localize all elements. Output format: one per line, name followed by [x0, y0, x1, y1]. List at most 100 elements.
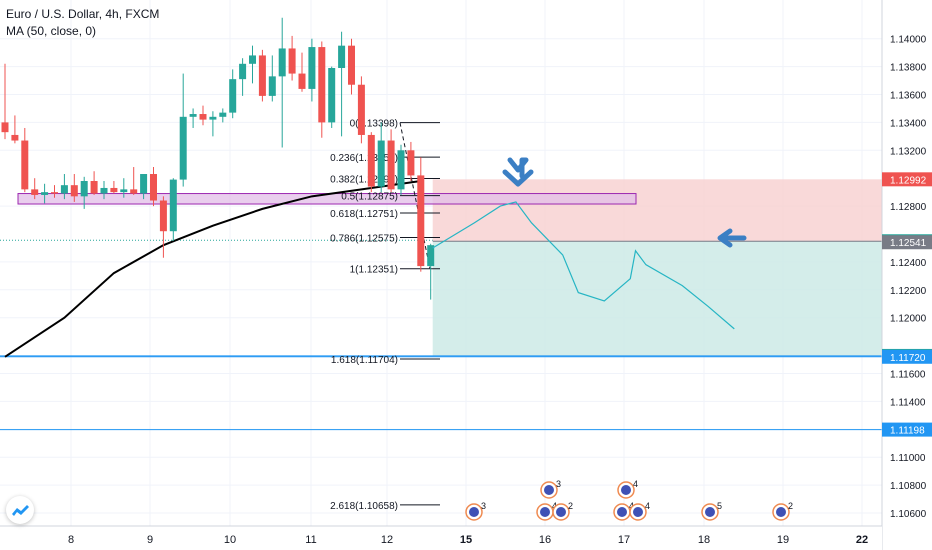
candle-body-2	[21, 140, 29, 190]
candle-body-5	[51, 192, 58, 194]
ma-line	[4, 180, 421, 358]
candle-body-0	[1, 122, 9, 133]
candles	[1, 17, 435, 300]
candle-body-18	[179, 116, 187, 180]
y-tick-label-12: 1.11000	[890, 453, 926, 464]
event-flag-icon-4-0	[776, 507, 786, 517]
fib-label-7: 1.618(1.11704)	[331, 355, 398, 366]
candle-body-15	[150, 174, 157, 201]
time-axis: 8 9 10 11 12 15 16 17 18 19 22	[0, 525, 882, 550]
fib-label-3: 0.5(1.12875)	[341, 192, 398, 203]
y-tick-label-8: 1.12000	[890, 314, 927, 325]
event-flag-icon-1-2	[556, 507, 566, 517]
tradingview-logo[interactable]	[6, 496, 34, 524]
candle-body-40	[397, 150, 405, 190]
take-profit-zone	[432, 241, 882, 356]
candle-body-43	[427, 245, 435, 267]
x-tick-label-1: 9	[147, 534, 153, 546]
event-count-2-2: 4	[645, 501, 650, 511]
x-tick-label-0: 8	[68, 534, 74, 546]
projection-path	[432, 201, 735, 330]
candle-body-26	[258, 55, 266, 96]
fib-label-5: 0.786(1.12575)	[330, 233, 398, 244]
event-count-0-0: 3	[481, 501, 486, 511]
chart-header: Euro / U.S. Dollar, 4h, FXCM MA (50, clo…	[6, 6, 159, 40]
fib-label-1: 0.236(1.13151)	[330, 153, 398, 164]
event-count-1-0: 3	[556, 479, 561, 489]
y-tick-label-4: 1.13200	[890, 146, 927, 157]
price-label-bg-4	[882, 349, 932, 364]
candle-body-41	[407, 150, 415, 176]
indicator-legend[interactable]: MA (50, close, 0)	[6, 24, 97, 38]
event-flag-icon-1-0	[544, 485, 554, 495]
y-tick-label-2: 1.13600	[890, 90, 927, 101]
candle-body-23	[229, 79, 237, 113]
x-tick-label-4: 12	[381, 534, 393, 546]
event-flag-icon-2-2	[633, 507, 643, 517]
event-count-2-1: 4	[629, 501, 634, 511]
symbol-title[interactable]: Euro / U.S. Dollar, 4h, FXCM	[6, 7, 160, 21]
y-tick-label-5: 1.12800	[890, 202, 927, 213]
y-tick-label-10: 1.11400	[890, 397, 926, 408]
candle-body-6	[60, 185, 68, 194]
price-label-0: 1.12992	[890, 175, 927, 186]
x-tick-label-3: 11	[305, 534, 316, 546]
y-tick-label-13: 1.10800	[890, 481, 927, 492]
x-tick-label-6: 16	[539, 534, 551, 546]
y-tick-label-9: 1.11600	[890, 370, 926, 381]
price-label-4: 1.11720	[890, 353, 926, 364]
price-label-2: 1.12541	[890, 238, 927, 249]
candle-body-27	[268, 76, 276, 96]
stop-loss-zone	[432, 179, 882, 242]
x-tick-label-9: 19	[777, 534, 789, 546]
fib-label-4: 0.618(1.12751)	[330, 209, 398, 220]
x-tick-label-2: 10	[224, 534, 236, 546]
y-tick-label-7: 1.12200	[890, 286, 927, 297]
fib-label-0: 0(1.13398)	[350, 119, 398, 130]
event-flag-icon-1-1	[540, 507, 550, 517]
candle-body-31	[308, 47, 316, 89]
candle-body-32	[318, 47, 326, 123]
fib-label-2: 0.382(1.12998)	[330, 174, 398, 185]
x-tick-label-8: 18	[698, 534, 710, 546]
x-tick-label-7: 17	[618, 534, 630, 546]
tradingview-logo-icon	[12, 505, 29, 516]
candle-body-29	[288, 48, 296, 74]
candle-body-25	[249, 55, 256, 64]
candle-body-30	[298, 73, 306, 89]
y-tick-label-3: 1.13400	[890, 118, 927, 129]
price-axis-bg	[882, 0, 932, 550]
y-tick-label-14: 1.10600	[890, 509, 927, 520]
time-axis-bg	[0, 526, 882, 550]
candle-body-22	[219, 112, 227, 117]
y-tick-label-6: 1.12400	[890, 258, 927, 269]
candle-body-9	[90, 180, 98, 194]
down-arrow-icon	[502, 157, 534, 187]
candle-body-14	[140, 174, 148, 194]
left-arrow-icon	[717, 228, 747, 248]
candle-body-37	[367, 134, 375, 187]
price-label-bg-2	[882, 235, 932, 250]
candle-body-17	[169, 179, 177, 232]
event-flag-icon-2-1	[617, 507, 627, 517]
candle-body-36	[357, 84, 365, 135]
fib-trendline	[399, 122, 431, 269]
event-count-1-2: 2	[568, 501, 573, 511]
candle-body-24	[239, 63, 247, 80]
fib-label-8: 2.618(1.10658)	[330, 501, 398, 512]
y-tick-label-1: 1.13800	[890, 63, 927, 74]
candle-body-10	[100, 187, 108, 194]
candle-body-28	[278, 48, 286, 77]
candle-body-13	[130, 189, 138, 194]
fibonacci-levels: 0(1.13398) 0.236(1.13151) 0.382(1.12998) 0.…	[330, 119, 440, 512]
candle-body-20	[199, 114, 207, 120]
event-count-2-0: 4	[633, 479, 638, 489]
candle-body-16	[159, 200, 167, 232]
event-count-3-0: 5	[717, 501, 722, 511]
candle-body-39	[387, 140, 395, 190]
event-flag-icon-3-0	[705, 507, 715, 517]
candle-body-21	[209, 116, 217, 120]
candle-body-7	[70, 185, 78, 197]
fib-label-6: 1(1.12351)	[350, 265, 398, 276]
